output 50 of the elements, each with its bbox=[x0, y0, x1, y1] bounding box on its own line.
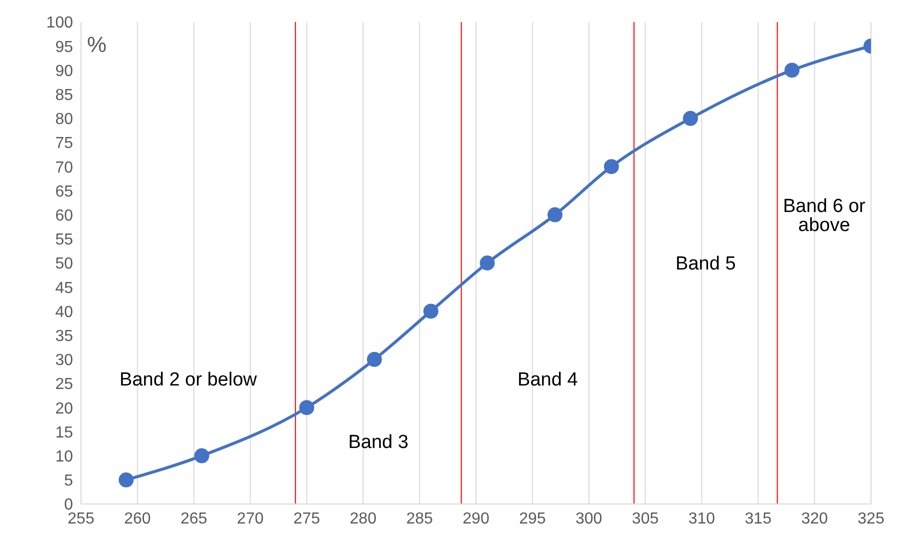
annotation: Band 4 bbox=[518, 369, 578, 390]
y-tick-label: 60 bbox=[55, 207, 74, 224]
point bbox=[682, 110, 698, 126]
annotation: Band 6 or above bbox=[782, 196, 866, 236]
point bbox=[604, 159, 619, 174]
point bbox=[118, 472, 134, 488]
x-tick-label: 310 bbox=[688, 510, 716, 528]
y-tick-label: 15 bbox=[55, 424, 74, 442]
y-tick-label: 55 bbox=[55, 232, 74, 249]
y-tick-label: 40 bbox=[55, 304, 74, 321]
x-tick-label: 295 bbox=[519, 510, 546, 528]
y-tick-label: 85 bbox=[55, 86, 74, 104]
y-tick-label: 95 bbox=[55, 38, 74, 56]
y-tick-label: 50 bbox=[55, 256, 74, 273]
y-tick-label: 10 bbox=[55, 448, 74, 466]
annotation: Band 3 bbox=[348, 432, 408, 454]
point bbox=[366, 352, 382, 367]
point bbox=[194, 448, 210, 464]
x-tick-label: 300 bbox=[576, 510, 602, 528]
y-tick-label: 100 bbox=[46, 14, 74, 32]
y-tick-label: 20 bbox=[55, 400, 74, 418]
y-tick-label: 70 bbox=[55, 159, 74, 176]
x-tick-label: 280 bbox=[350, 510, 377, 528]
x-tick-label: 320 bbox=[801, 510, 828, 528]
x-tick-label: 305 bbox=[632, 510, 659, 528]
y-tick-label: 45 bbox=[55, 280, 74, 297]
x-tick-label: 260 bbox=[124, 510, 151, 528]
annotation: Band 5 bbox=[676, 254, 736, 275]
x-tick-label: 290 bbox=[462, 510, 490, 528]
x-tick-label: 315 bbox=[744, 510, 772, 528]
point bbox=[423, 304, 438, 319]
x-tick-label: 270 bbox=[236, 510, 264, 528]
y-tick-label: 75 bbox=[55, 135, 74, 152]
x-tick-label: 275 bbox=[293, 510, 320, 528]
x-tick-label: 285 bbox=[406, 510, 434, 528]
y-tick-label: 65 bbox=[55, 183, 74, 200]
x-tick-label: 265 bbox=[180, 510, 208, 528]
annotation: Band 2 or below bbox=[120, 369, 258, 390]
point bbox=[299, 400, 314, 416]
point bbox=[480, 256, 495, 270]
y-axis-title: % bbox=[87, 32, 107, 57]
point bbox=[784, 62, 800, 78]
y-tick-label: 5 bbox=[64, 472, 74, 490]
y-tick-label: 80 bbox=[55, 111, 74, 128]
y-tick-label: 30 bbox=[55, 352, 74, 370]
x-tick-label: 325 bbox=[858, 510, 884, 528]
y-tick-label: 25 bbox=[55, 376, 74, 394]
point bbox=[548, 207, 562, 222]
y-tick-label: 90 bbox=[55, 62, 74, 80]
y-tick-label: 35 bbox=[55, 328, 74, 345]
